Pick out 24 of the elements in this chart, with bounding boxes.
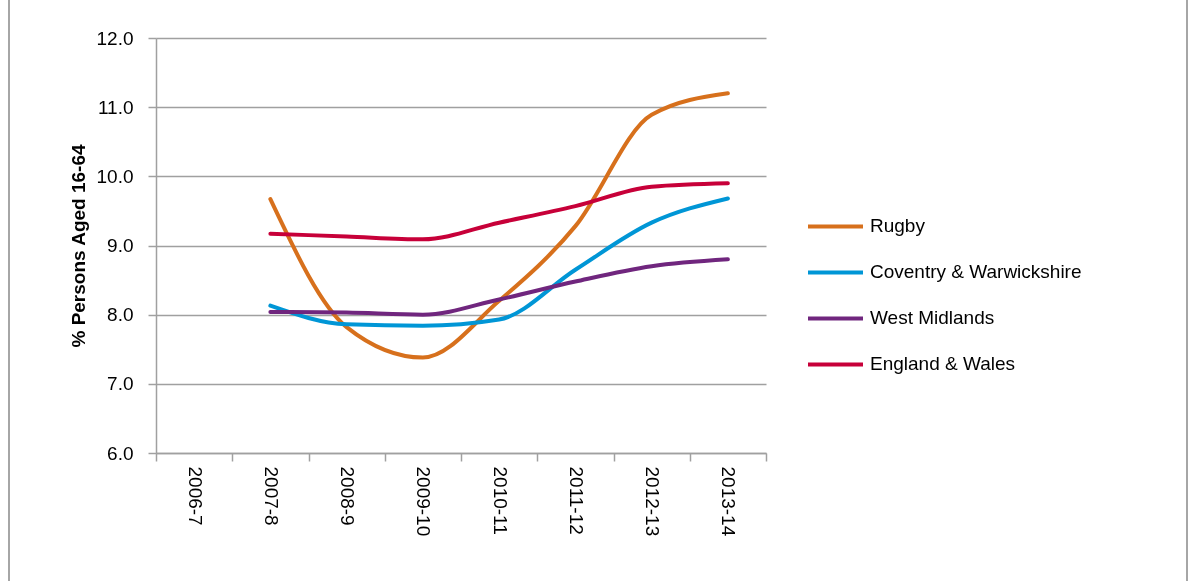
y-tick-label: 10.0 — [96, 165, 134, 187]
y-tick-label: 8.0 — [107, 304, 134, 326]
legend-label: Coventry & Warwickshire — [870, 261, 1082, 283]
x-tick-label: 2006-7 — [184, 466, 206, 526]
legend-label: West Midlands — [870, 307, 995, 329]
x-tick-label: 2012-13 — [642, 466, 664, 537]
x-tick-label: 2009-10 — [413, 466, 435, 537]
line-series — [268, 257, 730, 317]
x-tick-label: 2010-11 — [489, 466, 511, 535]
y-tick-label: 7.0 — [107, 373, 134, 395]
x-tick-label: 2011-12 — [565, 466, 587, 535]
x-tick-label: 2007-8 — [260, 466, 282, 526]
y-tick-label: 6.0 — [107, 442, 134, 464]
legend-label: England & Wales — [870, 353, 1016, 375]
legend-label: Rugby — [870, 215, 926, 237]
y-tick-label: 12.0 — [96, 27, 134, 49]
line-series — [268, 91, 730, 360]
line-series — [268, 196, 730, 328]
line-series — [268, 181, 730, 242]
y-tick-label: 11.0 — [97, 96, 134, 118]
x-tick-label: 2008-9 — [337, 466, 359, 526]
y-tick-label: 9.0 — [107, 235, 134, 256]
y-axis-title: % Persons Aged 16-64 — [67, 144, 89, 348]
x-tick-label: 2013-14 — [718, 466, 740, 537]
